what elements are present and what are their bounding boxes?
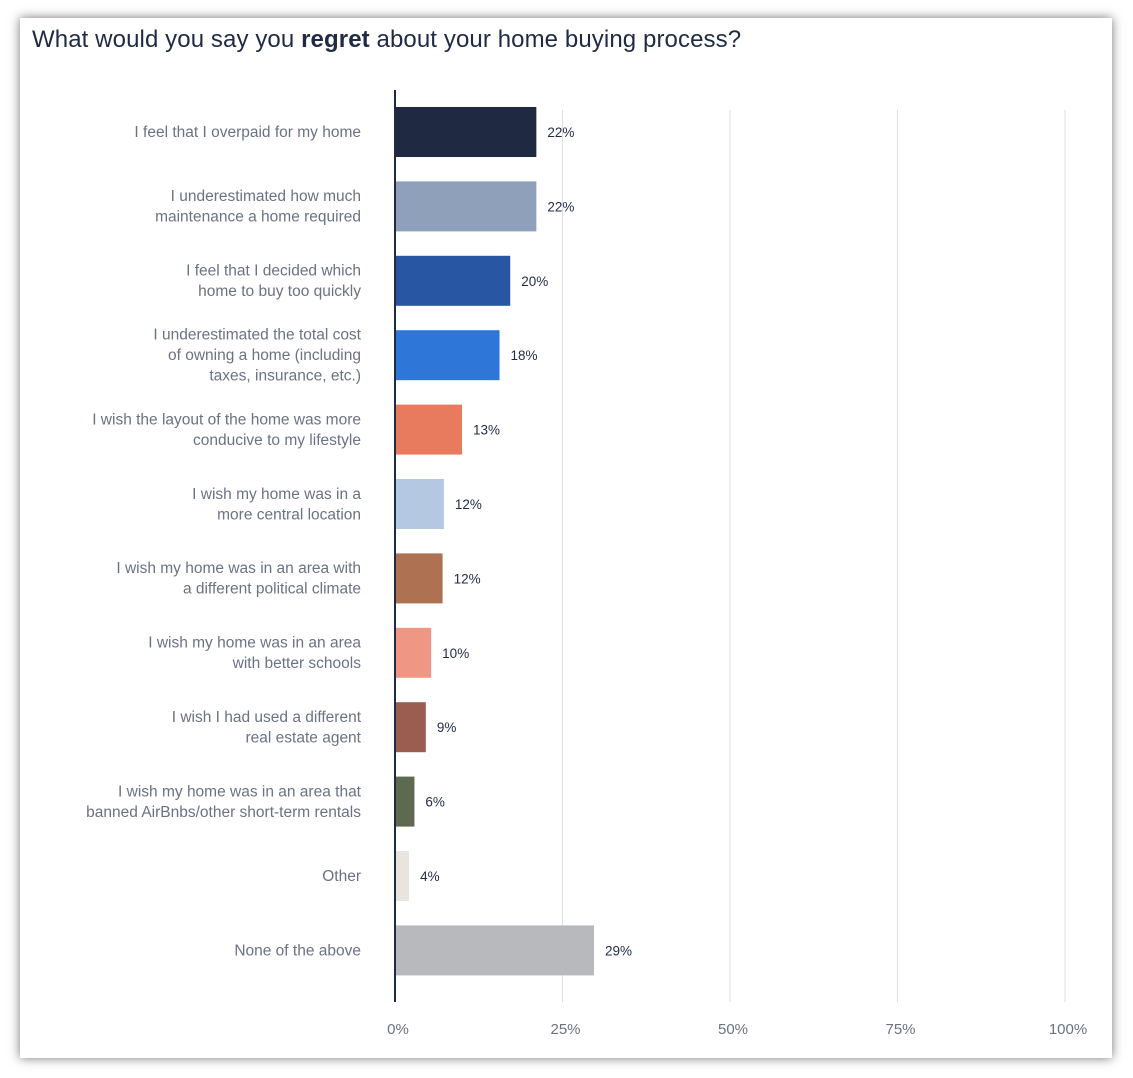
category-label: I wish my home was in a [192, 486, 361, 503]
chart-card: What would you say you regret about your… [20, 18, 1112, 1058]
category-label: I underestimated how much [171, 188, 361, 205]
category-label: Other [322, 868, 361, 885]
category-label: maintenance a home required [155, 209, 361, 226]
bar [395, 776, 415, 827]
chart-title: What would you say you regret about your… [32, 26, 741, 54]
bar-chart: 22% I feel that I overpaid for my home 22%… [86, 90, 1087, 1038]
bar [395, 181, 537, 232]
x-tick-label: 0% [387, 1021, 409, 1038]
chart-title-prefix: What would you say you [32, 26, 302, 53]
category-label: more central location [217, 506, 361, 523]
category-label: with better schools [232, 655, 362, 672]
data-label: 29% [605, 943, 632, 958]
category-label: None of the above [234, 942, 361, 959]
category-label: home to buy too quickly [198, 283, 361, 300]
bar [395, 107, 537, 157]
bar [395, 553, 443, 604]
bar [395, 925, 594, 976]
category-label: I wish I had used a different [172, 709, 362, 726]
data-label: 4% [420, 869, 440, 884]
category-label: I wish the layout of the home was more [92, 411, 361, 428]
category-label: real estate agent [246, 729, 362, 746]
data-label: 20% [521, 274, 548, 289]
category-label: taxes, insurance, etc.) [209, 368, 361, 385]
data-label: 22% [547, 199, 574, 214]
data-label: 13% [473, 423, 500, 438]
bar [395, 851, 410, 901]
category-label: I underestimated the total cost [153, 327, 361, 344]
category-label: conducive to my lifestyle [193, 432, 361, 449]
bar [395, 255, 511, 306]
data-label: 9% [437, 720, 457, 735]
bar [395, 404, 462, 455]
bar [395, 330, 500, 381]
x-tick-label: 75% [885, 1021, 915, 1038]
x-tick-label: 100% [1049, 1021, 1087, 1038]
data-label: 12% [455, 497, 482, 512]
category-label: a different political climate [183, 581, 361, 598]
chart-title-emphasis: regret [301, 26, 370, 53]
category-label: of owning a home (including [168, 347, 361, 364]
chart-title-suffix: about your home buying process? [369, 26, 742, 53]
data-label: 6% [425, 795, 445, 810]
category-label: I wish my home was in an area with [116, 560, 361, 577]
category-label: I wish my home was in an area [148, 635, 361, 652]
bar [395, 627, 432, 678]
category-label: banned AirBnbs/other short-term rentals [86, 804, 361, 821]
category-label: I wish my home was in an area that [118, 783, 362, 800]
category-label: I feel that I decided which [186, 263, 361, 280]
bar [395, 702, 426, 753]
data-label: 12% [454, 571, 481, 586]
data-label: 18% [511, 348, 538, 363]
x-tick-label: 50% [718, 1021, 748, 1038]
category-label: I feel that I overpaid for my home [134, 124, 361, 141]
bar [395, 479, 444, 529]
x-tick-label: 25% [550, 1021, 580, 1038]
data-label: 10% [442, 646, 469, 661]
data-label: 22% [547, 125, 574, 140]
